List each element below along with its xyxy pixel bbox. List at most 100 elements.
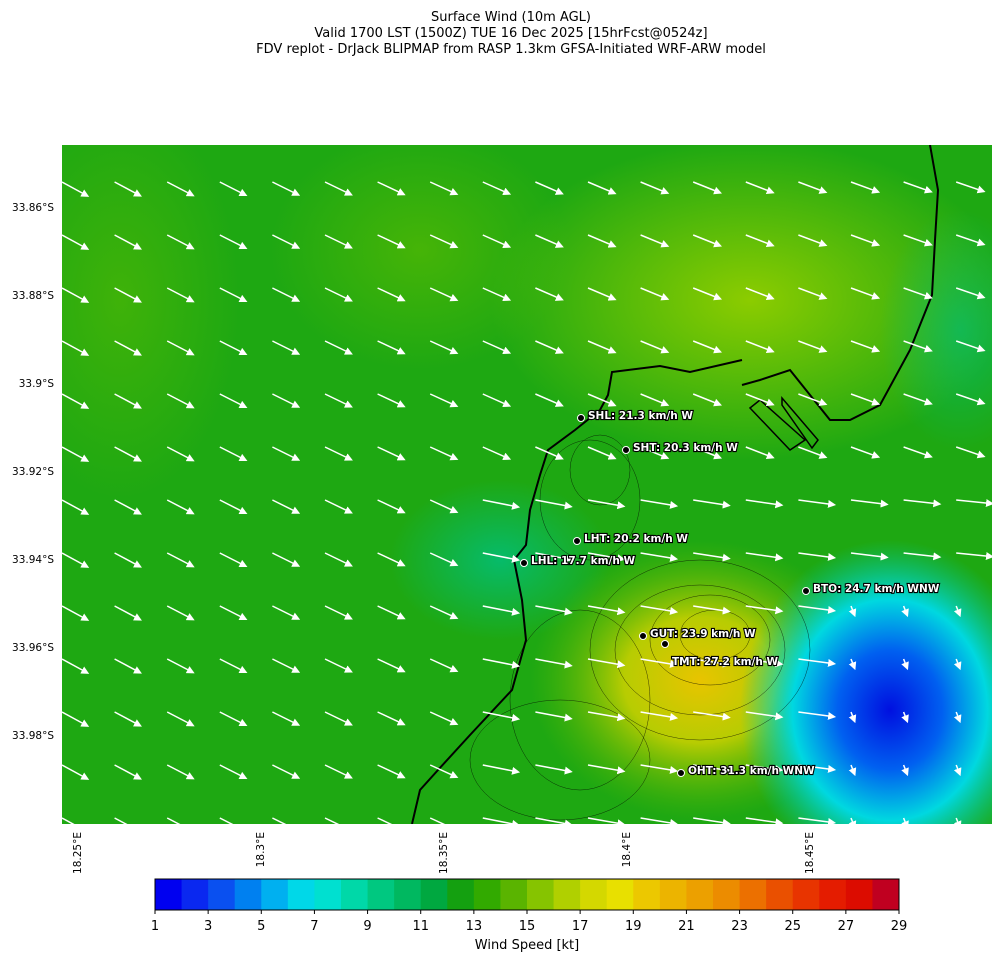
wind-arrow bbox=[62, 552, 90, 568]
colorbar-tick-label: 1 bbox=[151, 919, 159, 934]
wind-arrow bbox=[62, 605, 90, 621]
wind-arrow bbox=[850, 340, 881, 353]
wind-arrow bbox=[901, 817, 909, 824]
wind-arrow bbox=[903, 446, 933, 459]
wind-arrow bbox=[272, 711, 301, 726]
wind-arrow bbox=[324, 340, 353, 355]
wind-arrow bbox=[429, 287, 459, 302]
wind-arrow bbox=[955, 393, 986, 406]
colorbar-tick-label: 7 bbox=[310, 919, 318, 934]
wind-arrow bbox=[745, 658, 784, 668]
wind-arrow bbox=[587, 552, 626, 563]
wind-arrow bbox=[114, 234, 142, 250]
wind-arrow bbox=[848, 817, 857, 824]
station-label: LHL: 17.7 km/h W bbox=[531, 555, 635, 567]
wind-arrow bbox=[482, 393, 512, 408]
station-label: GUT: 23.9 km/h W bbox=[650, 628, 756, 640]
colorbar-swatch bbox=[633, 879, 661, 910]
wind-arrow bbox=[114, 552, 142, 568]
wind-arrow bbox=[429, 446, 459, 461]
colorbar-swatch bbox=[447, 879, 475, 910]
colorbar-swatch bbox=[473, 879, 501, 910]
wind-arrow bbox=[272, 605, 301, 620]
colorbar-swatch bbox=[181, 879, 209, 910]
station-marker bbox=[802, 587, 810, 595]
wind-arrow bbox=[798, 181, 828, 194]
wind-arrow bbox=[848, 764, 857, 777]
wind-arrow bbox=[587, 234, 617, 248]
wind-arrow bbox=[482, 287, 512, 302]
wind-arrow bbox=[429, 340, 459, 355]
wind-arrow bbox=[692, 340, 722, 354]
wind-arrow bbox=[903, 552, 942, 561]
wind-arrow bbox=[324, 817, 340, 824]
wind-arrow bbox=[798, 711, 837, 720]
station-marker bbox=[639, 632, 647, 640]
station-marker bbox=[661, 640, 669, 648]
wind-arrow bbox=[324, 605, 353, 620]
wind-arrow bbox=[587, 605, 626, 616]
lon-label: 18.35°E bbox=[438, 832, 450, 874]
wind-arrow bbox=[956, 552, 992, 560]
station-label: BTO: 24.7 km/h WNW bbox=[813, 583, 940, 595]
wind-arrow bbox=[903, 181, 933, 194]
wind-arrow bbox=[640, 340, 670, 354]
colorbar-swatch bbox=[580, 879, 608, 910]
wind-arrow bbox=[272, 817, 287, 824]
wind-arrow bbox=[640, 234, 670, 248]
wind-arrow bbox=[114, 764, 142, 780]
wind-arrow bbox=[114, 340, 142, 356]
colorbar-tick-label: 29 bbox=[891, 919, 908, 934]
wind-arrow bbox=[535, 446, 564, 460]
wind-arrow bbox=[324, 499, 353, 514]
title-line: FDV replot - DrJack BLIPMAP from RASP 1.… bbox=[256, 42, 766, 57]
colorbar-swatch bbox=[208, 879, 236, 910]
wind-arrow bbox=[114, 817, 128, 824]
colorbar-tick-label: 3 bbox=[204, 919, 212, 934]
station-label: LHT: 20.2 km/h W bbox=[584, 533, 688, 545]
wind-arrow bbox=[62, 234, 90, 250]
wind-arrow bbox=[272, 552, 301, 567]
colorbar-swatch bbox=[792, 879, 820, 910]
wind-arrow bbox=[482, 711, 521, 722]
wind-arrow bbox=[745, 234, 775, 248]
colorbar-tick-label: 25 bbox=[784, 919, 801, 934]
wind-arrow bbox=[535, 340, 564, 354]
wind-arrow bbox=[114, 287, 142, 303]
wind-arrow bbox=[324, 552, 353, 567]
wind-arrow bbox=[535, 552, 573, 563]
wind-arrow bbox=[693, 817, 731, 824]
wind-arrow bbox=[798, 552, 837, 561]
colorbar-tick-label: 19 bbox=[625, 919, 642, 934]
wind-arrow bbox=[324, 711, 353, 726]
wind-arrow bbox=[535, 658, 573, 669]
wind-arrow bbox=[166, 446, 195, 462]
wind-arrow bbox=[692, 234, 722, 248]
colorbar-swatch bbox=[287, 879, 315, 910]
colorbar-tick-label: 11 bbox=[412, 919, 429, 934]
wind-arrow bbox=[114, 446, 142, 462]
wind-arrow bbox=[324, 393, 353, 408]
wind-arrow bbox=[745, 446, 775, 460]
wind-arrow bbox=[272, 181, 301, 196]
wind-arrow bbox=[535, 234, 564, 248]
title-block: Surface Wind (10m AGL)Valid 1700 LST (15… bbox=[256, 10, 766, 57]
wind-arrow bbox=[587, 817, 626, 824]
station-marker bbox=[577, 414, 585, 422]
wind-arrow bbox=[272, 499, 301, 514]
wind-arrow bbox=[535, 764, 573, 775]
wind-arrow bbox=[377, 711, 406, 726]
wind-arrow bbox=[587, 181, 617, 195]
wind-arrow bbox=[693, 658, 731, 668]
colorbar-tick-label: 9 bbox=[363, 919, 371, 934]
colorbar-swatch bbox=[314, 879, 342, 910]
wind-arrow bbox=[429, 658, 459, 673]
wind-arrow bbox=[953, 764, 962, 777]
colorbar-swatch bbox=[819, 879, 847, 910]
wind-arrow bbox=[640, 446, 670, 460]
wind-arrow bbox=[535, 393, 564, 407]
wind-arrow bbox=[953, 711, 962, 724]
colorbar-swatch bbox=[766, 879, 794, 910]
